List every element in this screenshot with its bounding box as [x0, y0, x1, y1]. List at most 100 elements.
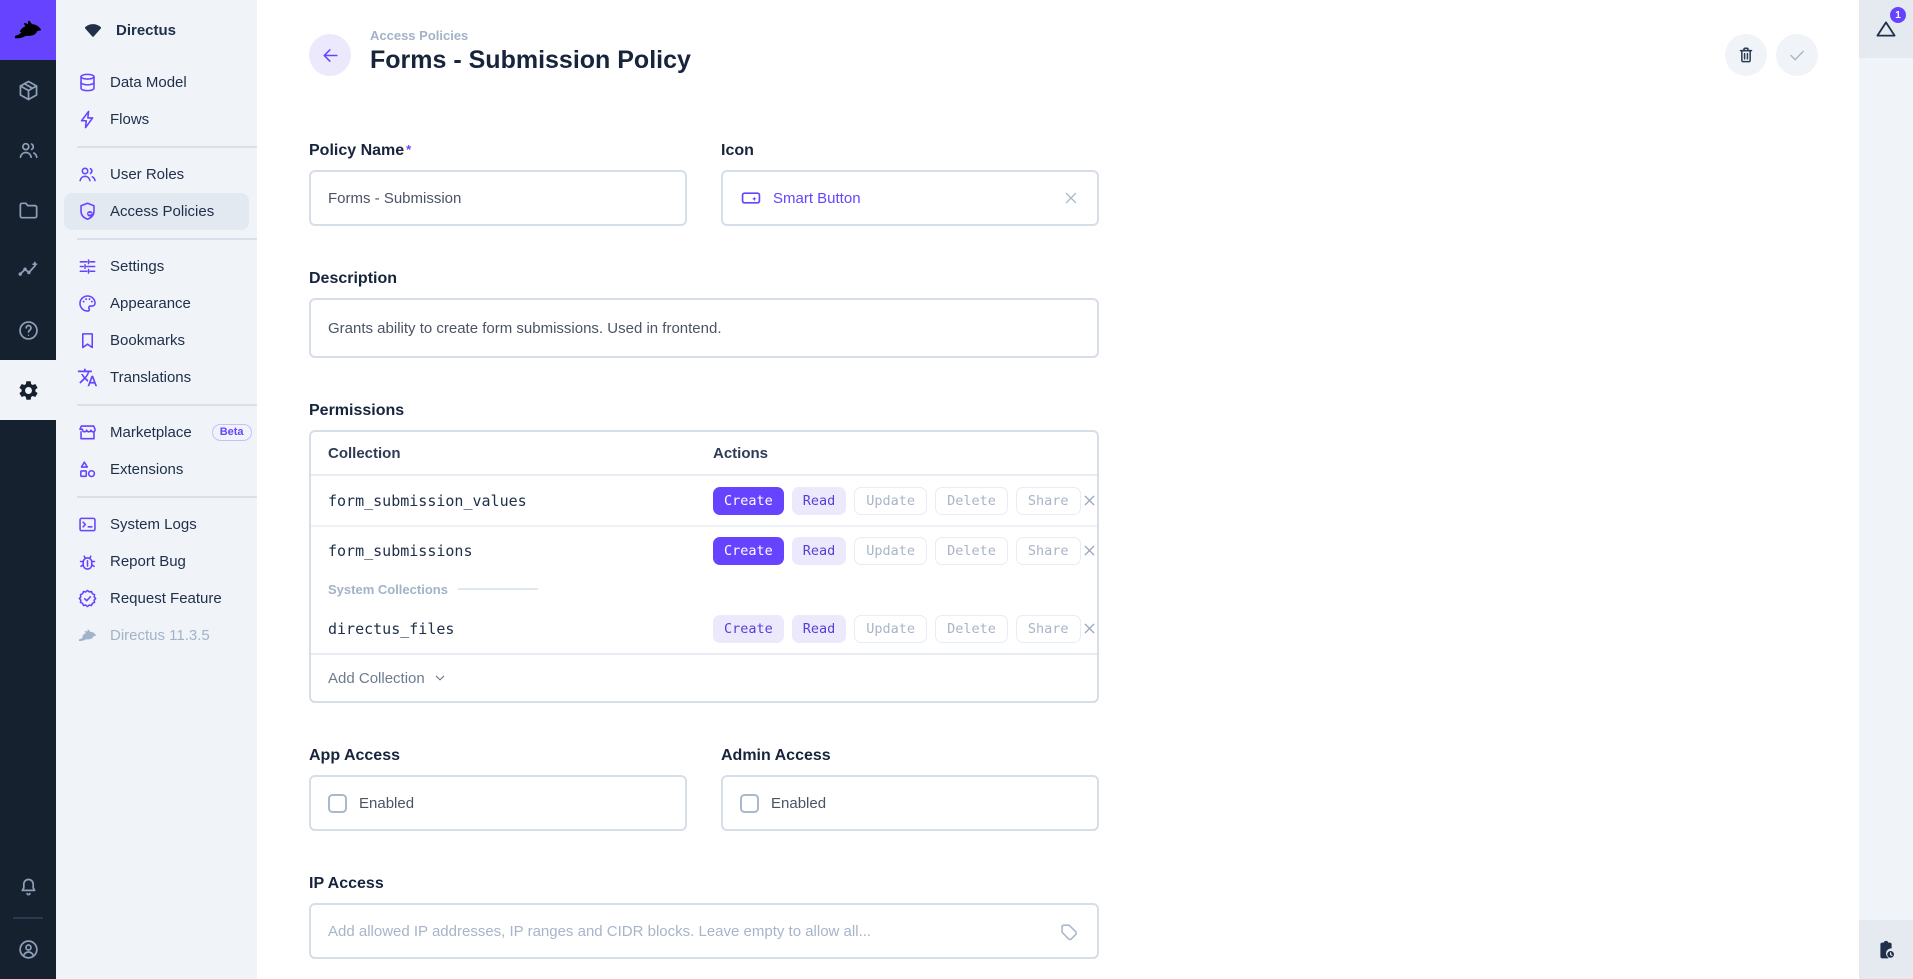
permission-badge-create[interactable]: Create — [713, 536, 784, 565]
admin-access-checkbox-label: Enabled — [771, 794, 827, 812]
app-access-label: App Access — [309, 747, 400, 764]
navigation-sidebar: Directus Data Model Flows User Roles Access… — [56, 0, 257, 979]
sidebar-item-data-model[interactable]: Data Model — [64, 64, 249, 101]
database-icon — [77, 72, 98, 93]
module-users[interactable] — [0, 120, 56, 180]
back-button[interactable] — [309, 34, 351, 76]
group-label: System Collections — [328, 581, 448, 597]
right-sidebar-spacer — [1859, 58, 1913, 920]
sidebar-item-appearance[interactable]: Appearance — [64, 285, 249, 322]
action-badges: Create Read Update Delete Share — [713, 486, 1081, 515]
icon-field: Icon Smart Button — [721, 142, 1099, 226]
icon-clear-button[interactable] — [1062, 189, 1080, 207]
permission-badge-delete[interactable]: Delete — [935, 614, 1008, 643]
ip-access-input[interactable]: Add allowed IP addresses, IP ranges and … — [309, 903, 1099, 959]
sidebar-item-label: User Roles — [110, 166, 185, 183]
directus-logo[interactable] — [0, 0, 56, 60]
project-header[interactable]: Directus — [56, 0, 257, 60]
sidebar-item-marketplace[interactable]: Marketplace Beta — [64, 414, 252, 451]
sidebar-item-bookmarks[interactable]: Bookmarks — [64, 322, 249, 359]
permission-badge-read[interactable]: Read — [791, 536, 847, 565]
ip-access-label: IP Access — [309, 875, 384, 892]
sidebar-item-request-feature[interactable]: Request Feature — [64, 580, 249, 617]
delete-button[interactable] — [1725, 34, 1767, 76]
save-button[interactable] — [1776, 34, 1818, 76]
smart-button-icon — [740, 187, 762, 209]
permission-badge-read[interactable]: Read — [791, 486, 847, 515]
sidebar-item-user-roles[interactable]: User Roles — [64, 156, 249, 193]
sidebar-version: Directus 11.3.5 — [64, 617, 249, 654]
sidebar-item-flows[interactable]: Flows — [64, 101, 249, 138]
sidebar-item-label: Bookmarks — [110, 332, 186, 349]
nav-divider — [77, 146, 257, 148]
sidebar-item-translations[interactable]: Translations — [64, 359, 249, 396]
app-access-field: App Access Enabled — [309, 747, 687, 831]
permission-badge-share[interactable]: Share — [1015, 486, 1081, 515]
module-content[interactable] — [0, 60, 56, 120]
module-insights[interactable] — [0, 240, 56, 300]
sidebar-item-label: Data Model — [110, 74, 187, 91]
add-collection-button[interactable]: Add Collection — [311, 653, 1097, 701]
folder-icon — [17, 199, 40, 222]
tune-icon — [77, 256, 98, 277]
sidebar-item-label: Extensions — [110, 461, 184, 478]
icon-input[interactable]: Smart Button — [721, 170, 1099, 226]
admin-access-checkbox[interactable] — [740, 793, 759, 813]
permission-badge-share[interactable]: Share — [1015, 536, 1081, 565]
description-input[interactable]: Grants ability to create form submission… — [309, 298, 1099, 358]
sidebar-item-label: Flows — [110, 111, 150, 128]
permission-badge-delete[interactable]: Delete — [935, 486, 1008, 515]
module-files[interactable] — [0, 180, 56, 240]
bell-icon — [17, 876, 40, 899]
app-access-checkbox[interactable] — [328, 793, 347, 813]
permission-badge-create[interactable]: Create — [713, 486, 784, 515]
icon-label: Icon — [721, 142, 754, 159]
remove-collection-button[interactable] — [1081, 620, 1098, 637]
account-button[interactable] — [0, 919, 56, 979]
sidebar-item-extensions[interactable]: Extensions — [64, 451, 249, 488]
app-access-input: Enabled — [309, 775, 687, 831]
admin-access-input: Enabled — [721, 775, 1099, 831]
module-help[interactable] — [0, 300, 56, 360]
sidebar-item-label: Report Bug — [110, 553, 186, 570]
breadcrumb[interactable]: Access Policies — [370, 28, 469, 43]
shield-icon — [77, 201, 98, 222]
permission-badge-update[interactable]: Update — [854, 614, 928, 643]
palette-icon — [77, 293, 98, 314]
remove-collection-button[interactable] — [1081, 542, 1098, 559]
rabbit-icon — [12, 14, 44, 46]
permission-badge-create[interactable]: Create — [713, 614, 784, 643]
trash-icon — [1736, 45, 1756, 65]
revisions-drawer-button[interactable] — [1859, 920, 1913, 979]
beta-badge: Beta — [211, 424, 252, 441]
permissions-label: Permissions — [309, 402, 405, 419]
terminal-icon — [77, 514, 98, 535]
permission-badge-delete[interactable]: Delete — [935, 536, 1008, 565]
tag-icon[interactable] — [1059, 921, 1080, 942]
permission-badge-read[interactable]: Read — [791, 614, 847, 643]
permission-badge-update[interactable]: Update — [854, 486, 928, 515]
sidebar-item-access-policies[interactable]: Access Policies — [64, 193, 249, 230]
permission-badge-update[interactable]: Update — [854, 536, 928, 565]
permission-badge-share[interactable]: Share — [1015, 614, 1081, 643]
required-mark: * — [406, 142, 412, 157]
policy-form: Policy Name * Forms - Submission Icon Sma… — [309, 142, 1099, 959]
module-settings[interactable] — [0, 360, 56, 420]
sidebar-item-system-logs[interactable]: System Logs — [64, 506, 249, 543]
policy-name-input[interactable]: Forms - Submission — [309, 170, 687, 226]
permissions-table-header: Collection Actions — [311, 432, 1097, 476]
notifications-drawer-button[interactable]: 1 — [1859, 0, 1913, 58]
collection-name: directus_files — [328, 619, 455, 638]
page-header: Access Policies Forms - Submission Polic… — [309, 28, 1818, 76]
remove-collection-button[interactable] — [1081, 492, 1098, 509]
page-title: Forms - Submission Policy — [370, 46, 691, 74]
sidebar-item-label: Request Feature — [110, 590, 222, 607]
module-bar — [0, 0, 56, 979]
sidebar-item-settings[interactable]: Settings — [64, 248, 249, 285]
translate-icon — [77, 367, 98, 388]
permission-row-form_submissions: form_submissions Create Read Update Delete Sh… — [311, 525, 1097, 574]
notifications-button[interactable] — [0, 857, 56, 917]
sidebar-item-report-bug[interactable]: Report Bug — [64, 543, 249, 580]
main-content: Access Policies Forms - Submission Polic… — [257, 0, 1859, 979]
sidebar-item-label: Translations — [110, 369, 192, 386]
